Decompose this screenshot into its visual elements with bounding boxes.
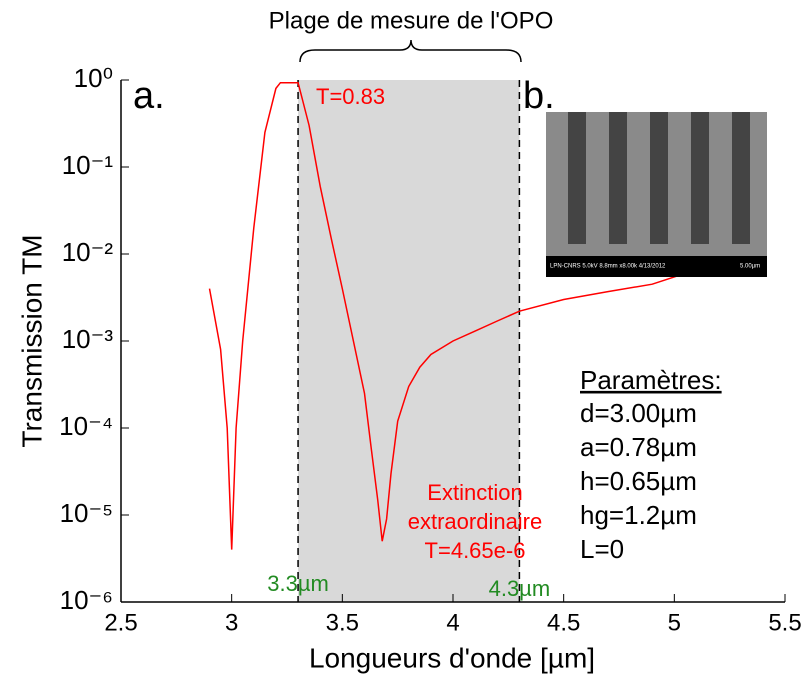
y-tick-label: 10⁻⁶ <box>60 585 113 615</box>
peak-label: T=0.83 <box>316 84 385 109</box>
edge-label: 3.3µm <box>267 571 329 596</box>
y-axis-label: Transmission TM <box>16 234 47 447</box>
shaded-range <box>298 80 520 602</box>
y-tick-label: 10⁻² <box>62 237 114 267</box>
inset-stripe <box>732 112 750 244</box>
param: hg=1.2µm <box>580 500 697 530</box>
x-tick-label: 4 <box>446 609 459 636</box>
panel-label: a. <box>133 75 165 117</box>
panel-label: b. <box>523 75 555 117</box>
extinction-label: T=4.65e-6 <box>425 538 526 563</box>
params-title: Paramètres: <box>580 365 722 395</box>
x-tick-label: 4.5 <box>547 609 580 636</box>
brace <box>299 39 522 63</box>
params-bg <box>578 362 713 592</box>
y-tick-label: 10⁰ <box>74 63 113 93</box>
extinction-label: extraordinaire <box>408 509 543 534</box>
x-tick-label: 5.5 <box>768 609 801 636</box>
inset-stripe <box>568 112 586 244</box>
y-tick-label: 10⁻⁵ <box>60 498 113 528</box>
x-tick-label: 2.5 <box>104 609 137 636</box>
y-tick-label: 10⁻¹ <box>62 150 114 180</box>
chart-title: Plage de mesure de l'OPO <box>269 7 554 34</box>
param: d=3.00µm <box>580 398 697 428</box>
edge-label: 4.3µm <box>489 576 551 601</box>
y-tick-label: 10⁻³ <box>62 324 114 354</box>
inset-stripe <box>609 112 627 244</box>
inset-scale: 5.00µm <box>740 264 760 270</box>
x-axis-label: Longueurs d'onde [µm] <box>309 642 595 673</box>
param: a=0.78µm <box>580 432 697 462</box>
x-tick-label: 3.5 <box>326 609 359 636</box>
x-tick-label: 3 <box>225 609 238 636</box>
param: h=0.65µm <box>580 466 697 496</box>
x-tick-label: 5 <box>668 609 681 636</box>
inset-stripe <box>691 112 709 244</box>
inset-stripe <box>650 112 668 244</box>
inset-caption: LPN-CNRS 5.0kV 8.8mm x8.00k 4/13/2012 <box>550 264 666 270</box>
data-line <box>208 81 686 550</box>
extinction-label: Extinction <box>427 480 522 505</box>
y-tick-label: 10⁻⁴ <box>59 411 113 441</box>
sem-inset: LPN-CNRS 5.0kV 8.8mm x8.00k 4/13/2012 5.… <box>546 112 767 277</box>
inset-bar <box>546 256 767 277</box>
param: L=0 <box>580 534 624 564</box>
